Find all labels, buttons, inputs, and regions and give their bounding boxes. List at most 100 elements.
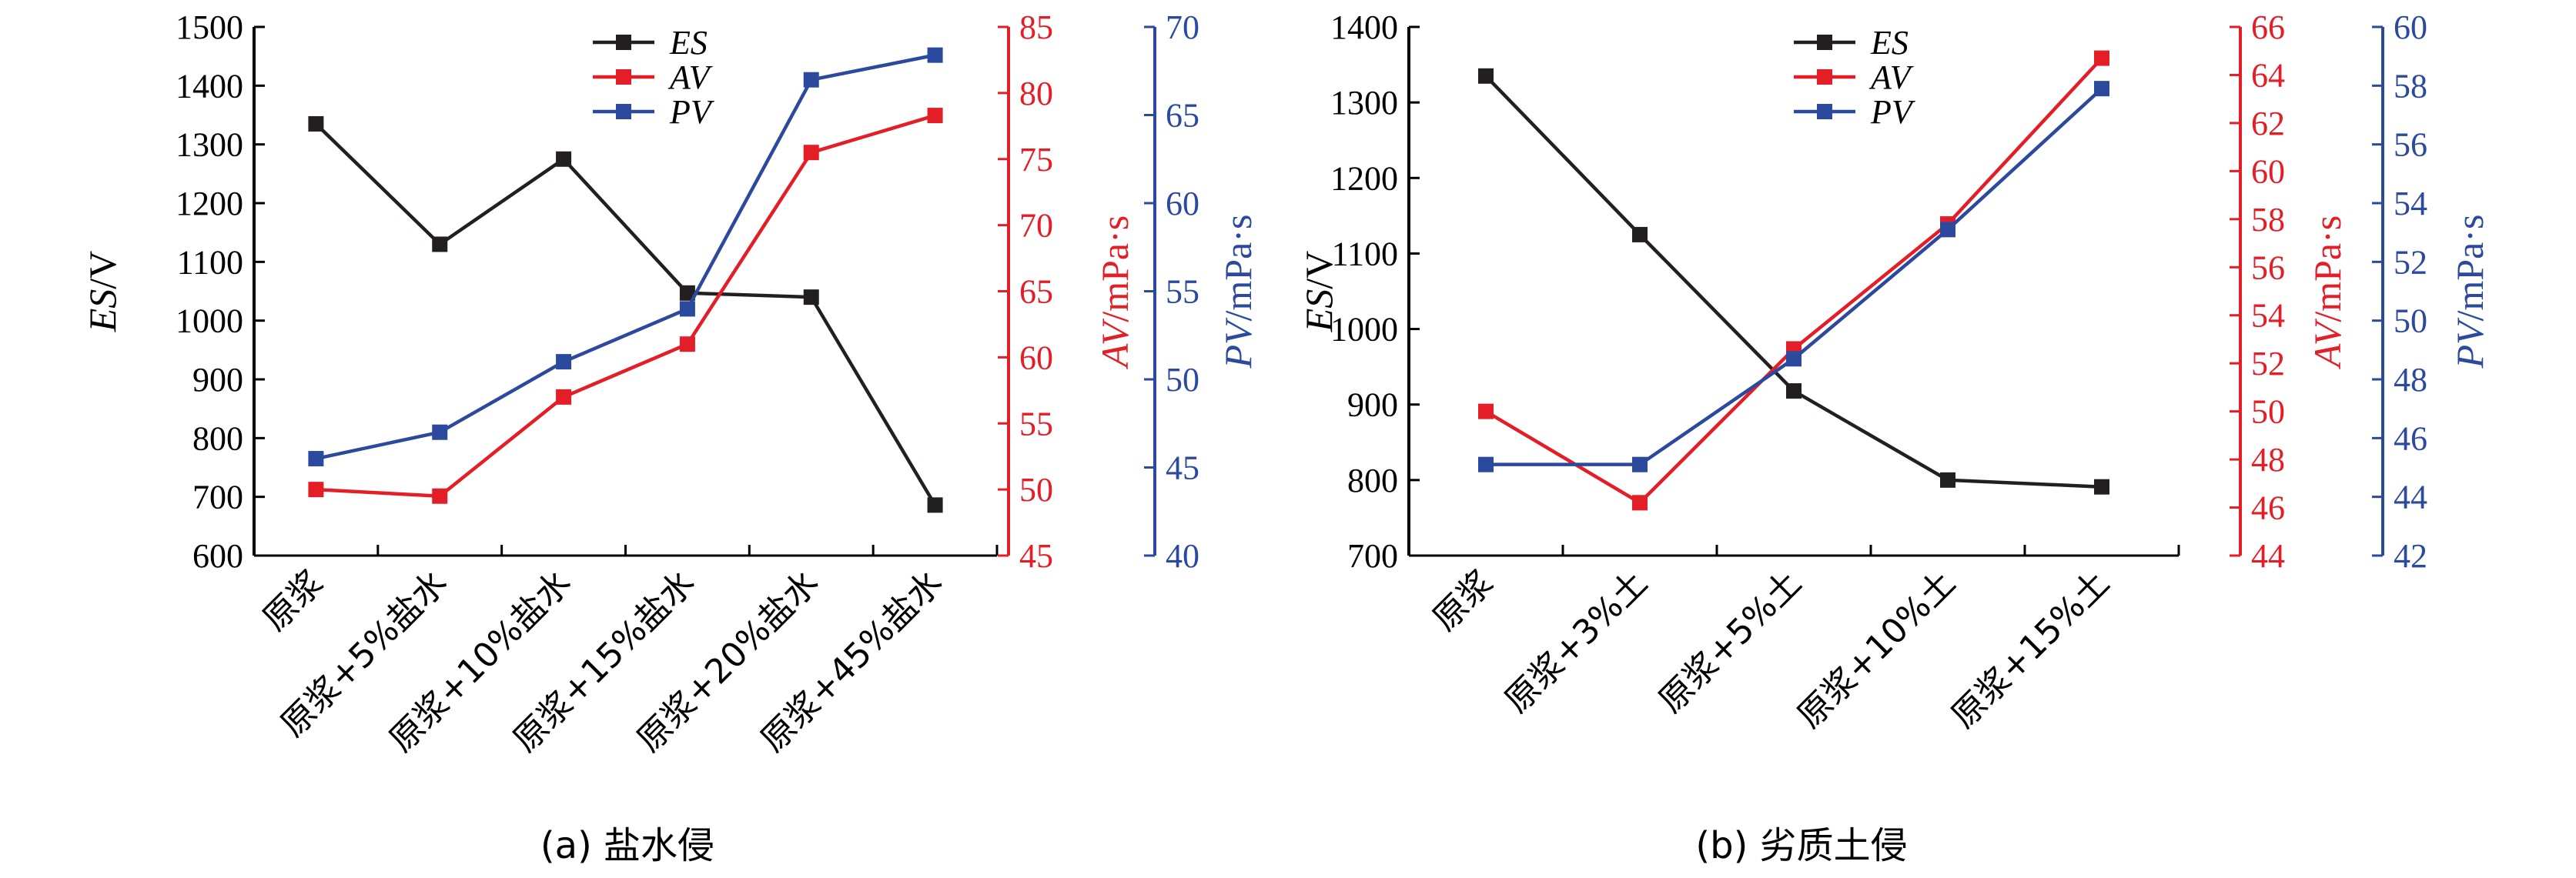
es-tick-label: 1000 [1330,311,1398,349]
legend-swatch-marker [616,35,631,50]
es-tick-label: 800 [192,419,243,457]
av-axis-title-unit: /mPa·s [1093,215,1136,322]
chart-caption: (b) 劣质土侵 [1695,824,1907,867]
legend-label: ES [1870,24,1909,62]
av-tick-label: 80 [1019,75,1053,112]
x-tick-label: 原浆 [256,563,331,639]
data-point-pv [803,72,819,88]
chart-caption: (a) 盐水侵 [540,824,714,867]
av-tick-label: 62 [2251,105,2285,142]
es-tick-label: 700 [1347,537,1398,575]
data-point-es [556,151,572,167]
legend-item-es: ES [1794,24,1909,62]
series-line-pv [1486,87,2103,466]
data-point-es [432,236,448,252]
es-axis-title-unit: /V [1297,251,1340,289]
data-point-av [803,145,819,161]
data-point-pv [679,301,695,317]
pv-tick-label: 48 [2394,361,2427,399]
av-tick-label: 50 [2251,393,2285,431]
data-point-es [1632,226,1648,242]
es-tick-label: 1300 [176,126,243,164]
pv-tick-label: 55 [1166,273,1199,311]
data-point-es [308,115,324,132]
av-tick-label: 44 [2251,537,2285,575]
legend-swatch-marker [1817,69,1832,85]
legend-item-pv: PV [1794,93,1916,131]
chart-panel-1: 700 800 900 1000 1100 1200 1300 1400 ES/V 44 46 48 5… [1297,8,2491,867]
legend-item-es: ES [593,24,708,62]
es-tick-label: 700 [192,479,243,516]
series-line-av [1484,57,2103,505]
series-line-es [1484,75,2103,489]
av-tick-label: 46 [2251,489,2285,527]
es-tick-label: 900 [1347,386,1398,424]
series-line-pv [315,53,936,461]
legend-label: ES [669,24,708,62]
es-axis-title-main: ES [1297,289,1340,333]
x-tick-label: 原浆+5%土 [1651,563,1809,721]
av-tick-label: 60 [1019,339,1053,376]
pv-tick-label: 50 [2394,302,2427,340]
av-tick-label: 50 [1019,471,1053,509]
es-tick-label: 1100 [177,243,243,281]
es-axis-title: ES/V [1297,251,1340,333]
data-point-pv [1940,222,1955,238]
es-tick-label: 1200 [1330,159,1398,197]
series-line-es [314,122,937,506]
es-axis-title-unit: /V [81,251,124,289]
data-point-es [927,497,943,513]
av-axis-title: AV/mPa·s [2306,215,2349,370]
data-point-pv [556,354,572,370]
av-tick-label: 54 [2251,297,2285,335]
pv-axis-title-main: PV [2448,317,2491,369]
data-point-av [927,108,943,124]
data-point-es [803,289,819,305]
av-tick-label: 45 [1019,537,1053,575]
av-tick-label: 70 [1019,207,1053,245]
es-axis-title-main: ES [81,289,124,333]
legend-item-av: AV [593,58,714,96]
x-tick-label: 原浆+15%土 [1944,563,2117,736]
data-point-pv [1786,351,1802,367]
av-axis-title: AV/mPa·s [1093,215,1136,370]
data-point-pv [1632,456,1648,472]
data-point-av [308,482,324,498]
legend-swatch-marker [616,69,631,85]
legend-label: PV [1870,93,1916,131]
series-line-av [316,113,936,498]
pv-tick-label: 56 [2394,126,2427,164]
es-tick-label: 1000 [176,302,243,340]
data-point-es [1786,383,1802,399]
av-axis-title-main: AV [1093,318,1136,369]
data-point-av [1478,403,1494,419]
data-point-av [432,488,448,504]
pv-tick-label: 50 [1166,361,1199,399]
legend-swatch-marker [1817,104,1832,119]
av-tick-label: 66 [2251,8,2285,46]
legend-item-av: AV [1794,58,1915,96]
data-point-pv [2094,81,2109,97]
data-point-es [1940,472,1955,488]
av-tick-label: 55 [1019,405,1053,442]
data-point-av [556,389,572,405]
legend-label: AV [1868,58,1915,96]
pv-tick-label: 52 [2394,243,2427,281]
es-tick-label: 800 [1347,462,1398,499]
x-tick-label: 原浆+10%土 [1790,563,1963,736]
data-point-pv [1478,456,1494,472]
pv-tick-label: 44 [2394,479,2427,516]
av-tick-label: 48 [2251,441,2285,479]
es-tick-label: 900 [192,361,243,399]
pv-tick-label: 65 [1166,97,1199,135]
av-tick-label: 58 [2251,201,2285,239]
data-point-es [2094,479,2109,495]
data-point-es [679,285,695,301]
es-tick-label: 1400 [176,67,243,105]
es-axis-title: ES/V [81,251,124,333]
es-tick-label: 1500 [176,8,243,46]
legend-label: AV [667,58,714,96]
av-axis-title-unit: /mPa·s [2306,215,2349,322]
pv-tick-label: 60 [2394,8,2427,46]
av-tick-label: 56 [2251,249,2285,286]
